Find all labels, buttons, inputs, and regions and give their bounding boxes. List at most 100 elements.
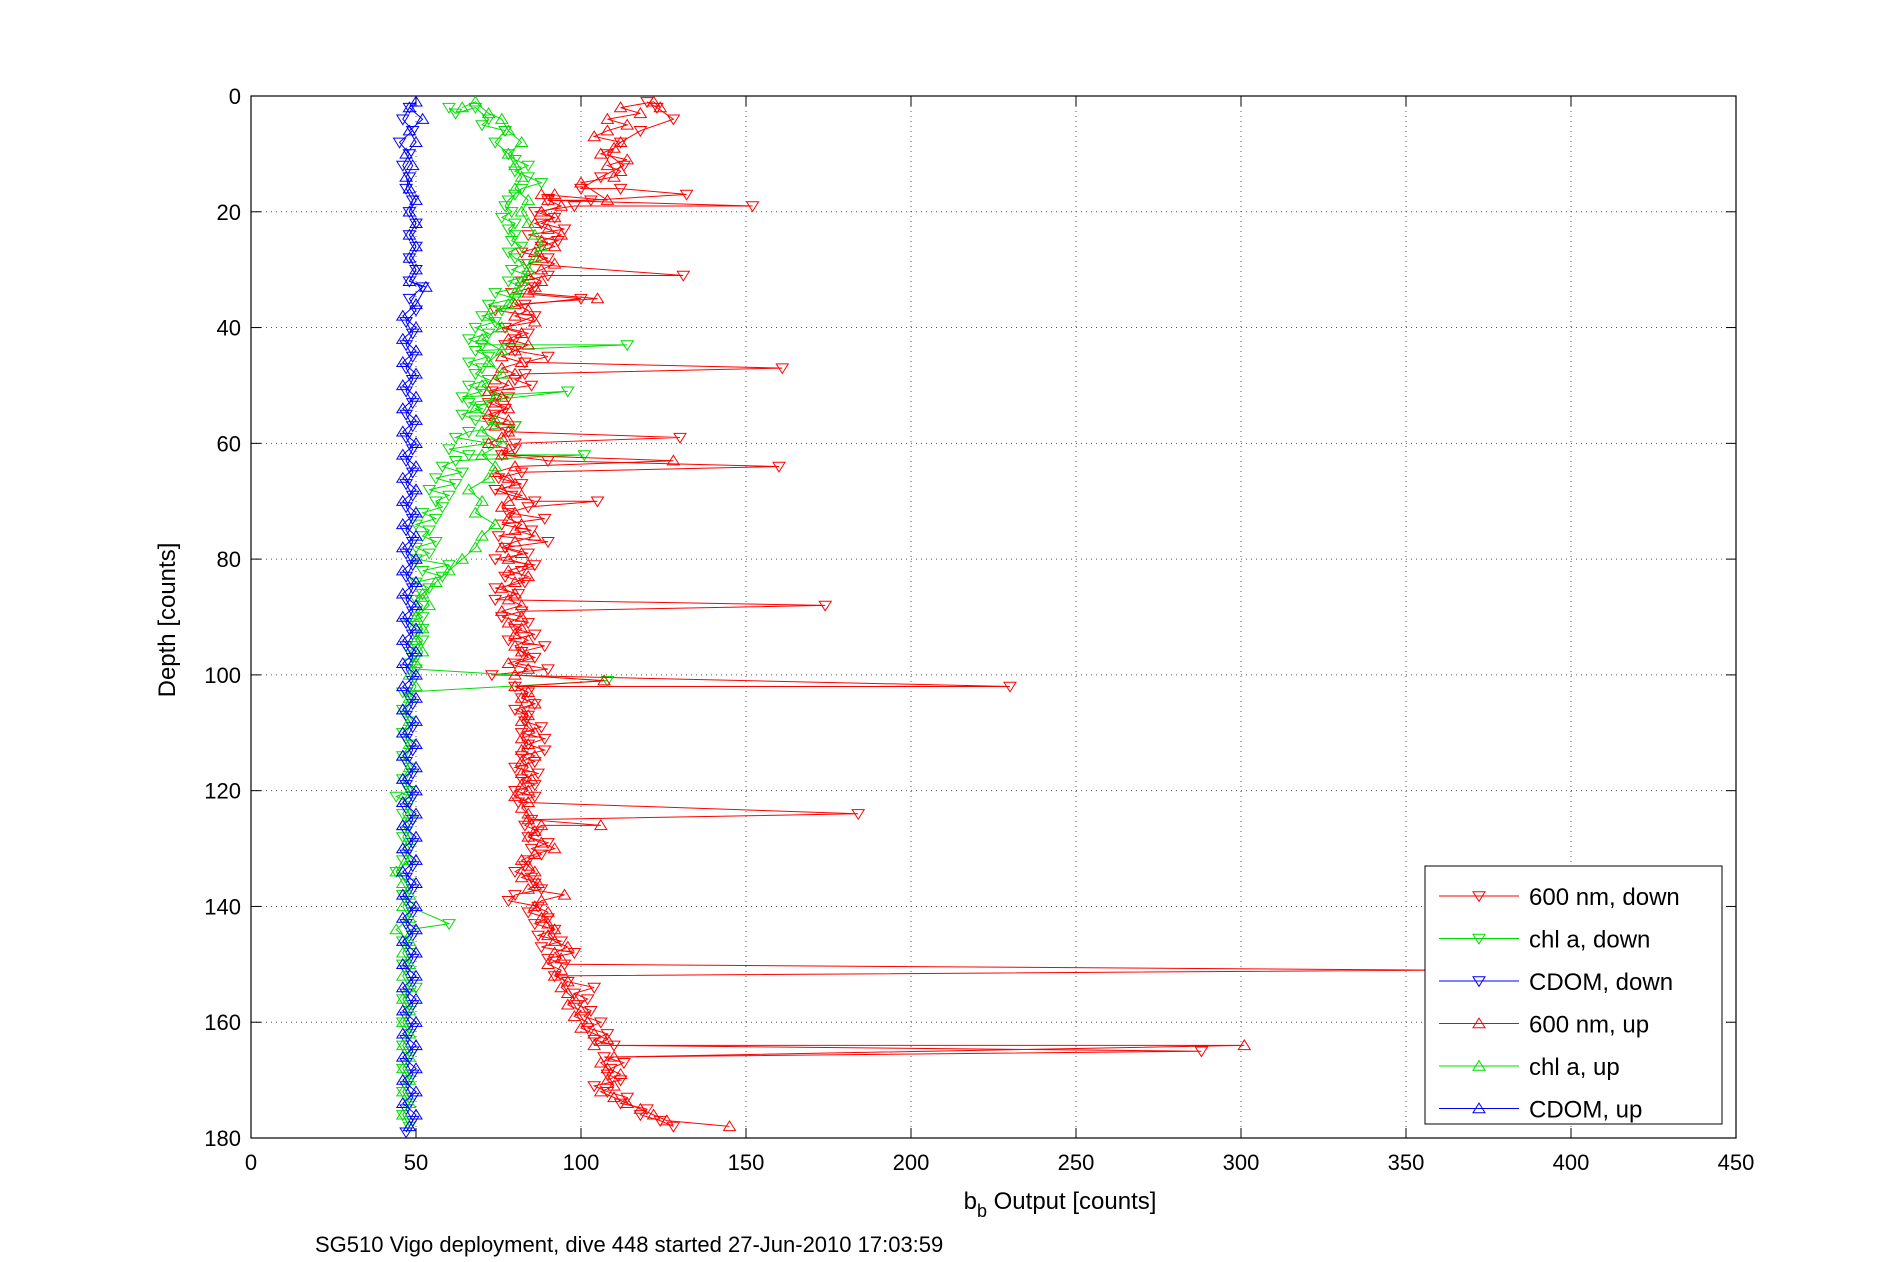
data-point-marker [409, 241, 423, 253]
data-point-marker [633, 107, 648, 119]
legend-entry: chl a, down [1439, 927, 1650, 954]
legend-label: CDOM, up [1529, 1097, 1642, 1124]
x-tick-label: 300 [1223, 1150, 1260, 1175]
data-point-marker [405, 722, 420, 734]
data-point-marker [534, 819, 549, 831]
data-point-marker [395, 160, 410, 172]
data-point-marker [541, 270, 555, 282]
data-point-marker [409, 367, 423, 379]
data-point-marker [481, 351, 496, 363]
data-point-marker [524, 380, 539, 392]
data-point-marker [415, 589, 430, 601]
data-point-marker [527, 824, 542, 836]
y-tick-label: 180 [204, 1126, 241, 1151]
data-point-marker [504, 207, 519, 219]
data-point-marker [534, 251, 549, 263]
data-point-marker [468, 402, 483, 414]
data-point-marker [409, 577, 423, 589]
data-point-marker [580, 1015, 595, 1027]
data-point-marker [455, 101, 470, 113]
data-point-marker [508, 374, 522, 386]
data-point-marker [508, 506, 522, 518]
data-point-marker [649, 102, 664, 114]
data-point-marker [395, 704, 410, 716]
data-point-marker [534, 884, 549, 896]
data-point-marker [399, 432, 414, 444]
data-point-marker [646, 1108, 661, 1120]
data-point-marker [600, 675, 615, 688]
data-point-marker [851, 809, 866, 821]
data-point-marker [501, 247, 516, 259]
data-point-marker [409, 784, 423, 796]
data-point-marker [498, 126, 513, 138]
data-point-marker [620, 1096, 635, 1108]
data-point-marker [514, 774, 529, 786]
data-point-marker [676, 270, 691, 282]
series-chl-a-up [389, 96, 549, 1132]
data-point-marker [395, 1004, 410, 1016]
data-point-marker [409, 554, 423, 566]
data-point-marker [501, 147, 516, 159]
data-point-marker [409, 193, 423, 205]
data-point-marker [435, 461, 450, 473]
data-point-marker [395, 332, 410, 344]
data-point-marker [541, 195, 555, 207]
data-point-marker [405, 745, 420, 757]
data-point-marker [468, 102, 483, 114]
data-point-marker [399, 183, 414, 195]
data-point-marker [395, 749, 410, 761]
data-point-marker [541, 351, 555, 363]
legend-entry: 600 nm, up [1439, 1012, 1649, 1039]
series-line [486, 101, 1440, 1127]
data-point-marker [514, 282, 529, 294]
legend-marker [1472, 933, 1486, 945]
data-point-marker [409, 529, 423, 541]
data-point-marker [488, 390, 503, 402]
data-point-marker [442, 564, 456, 576]
data-point-marker [402, 293, 417, 305]
data-point-marker [514, 714, 529, 726]
data-point-marker [521, 859, 536, 871]
data-point-marker [508, 668, 522, 680]
data-point-marker [508, 346, 522, 358]
series-cdom-up [395, 96, 433, 1132]
data-point-marker [501, 593, 516, 605]
data-point-marker [442, 490, 456, 502]
data-point-marker [399, 641, 414, 653]
data-point-marker [409, 264, 423, 277]
data-point-marker [613, 137, 628, 149]
data-point-marker [521, 286, 536, 298]
data-point-marker [402, 253, 417, 265]
x-tick-label: 0 [245, 1150, 257, 1175]
legend-label: chl a, up [1529, 1054, 1620, 1081]
data-point-marker [547, 240, 562, 252]
x-tick-label: 250 [1058, 1150, 1095, 1175]
data-point-marker [418, 280, 433, 292]
data-point-marker [501, 442, 516, 454]
data-point-marker [428, 575, 443, 587]
data-point-marker [567, 201, 582, 213]
data-point-marker [402, 981, 417, 993]
data-point-marker [428, 537, 443, 549]
data-point-marker [402, 714, 417, 726]
data-point-marker [498, 201, 513, 213]
data-point-marker [405, 838, 420, 850]
data-point-marker [399, 386, 414, 398]
data-point-marker [508, 762, 522, 774]
data-point-marker [521, 795, 536, 807]
data-point-marker [560, 998, 575, 1010]
data-point-marker [514, 205, 529, 217]
data-point-marker [405, 328, 420, 340]
data-point-marker [402, 668, 417, 680]
data-point-marker [409, 460, 423, 472]
data-point-marker [498, 571, 513, 583]
data-point-marker [442, 919, 456, 931]
data-point-marker [659, 1114, 674, 1126]
data-point-marker [547, 257, 562, 269]
series-600-nm-down [481, 97, 1446, 1133]
data-point-marker [395, 541, 410, 553]
data-point-marker [508, 182, 522, 194]
data-point-marker [521, 338, 536, 350]
data-point-marker [521, 558, 536, 570]
data-point-marker [531, 768, 546, 780]
